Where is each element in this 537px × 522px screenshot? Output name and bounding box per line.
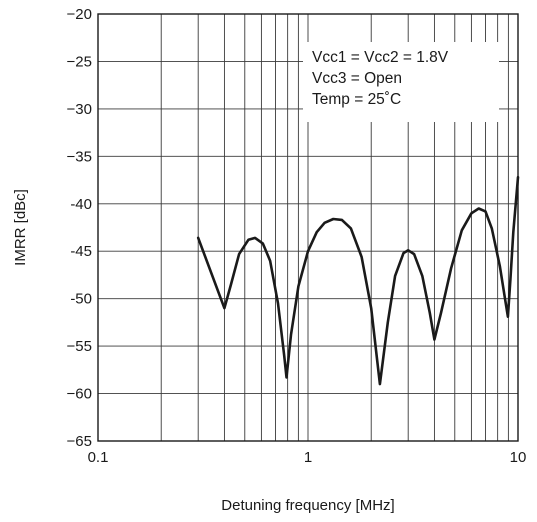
y-tick-label: −65 — [67, 433, 92, 450]
y-tick-label: −60 — [67, 386, 92, 403]
x-axis-ticks: 0.1 1 10 — [88, 449, 527, 466]
x-tick-label: 0.1 — [88, 449, 109, 466]
y-tick-label: −35 — [67, 148, 92, 165]
y-tick-label: −55 — [67, 338, 92, 355]
x-tick-label: 1 — [304, 449, 312, 466]
x-tick-label: 10 — [510, 449, 527, 466]
y-tick-label: −30 — [67, 101, 92, 118]
y-axis-title: IMRR [dBc] — [12, 189, 29, 266]
annotation-box — [303, 42, 499, 122]
y-tick-label: −20 — [67, 6, 92, 23]
series-line — [196, 175, 520, 386]
x-axis-title: Detuning frequency [MHz] — [221, 497, 394, 514]
annotation-text: Vcc3 = Open — [312, 70, 402, 87]
annotation-text: Vcc1 = Vcc2 = 1.8V — [312, 49, 449, 66]
plot-frame — [97, 13, 519, 442]
y-tick-label: -50 — [70, 291, 92, 308]
y-axis-ticks: −20 −25 −30 −35 -40 -45 -50 −55 −60 −65 — [67, 6, 92, 450]
series-layer — [196, 175, 520, 386]
annotation-background — [303, 42, 499, 122]
annotation-text: Temp = 25˚C — [312, 91, 401, 108]
y-tick-label: −25 — [67, 53, 92, 70]
y-tick-label: -45 — [70, 243, 92, 260]
annotations: Vcc1 = Vcc2 = 1.8V Vcc3 = Open Temp = 25˚C — [312, 49, 449, 108]
y-tick-label: -40 — [70, 196, 92, 213]
